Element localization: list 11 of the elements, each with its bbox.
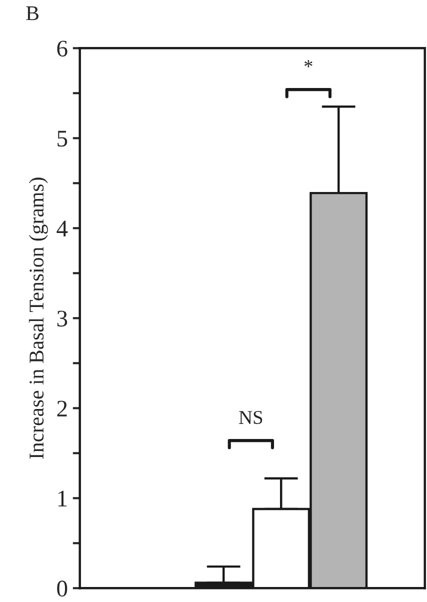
annotation: * — [304, 60, 312, 68]
text: B — [26, 6, 38, 20]
y-tick-label: 2 — [57, 400, 67, 416]
y-tick-label: 1 — [58, 490, 67, 506]
y-tick-label: 3 — [57, 310, 68, 327]
annotation: NS — [239, 410, 262, 424]
y-tick-label: 6 — [57, 40, 68, 57]
y-tick-label: 4 — [56, 220, 68, 236]
y-axis-title: Increase in Basal Tension (grams) — [28, 178, 48, 459]
y-tick-label: 0 — [57, 580, 68, 597]
y-tick-label: 5 — [58, 130, 68, 147]
